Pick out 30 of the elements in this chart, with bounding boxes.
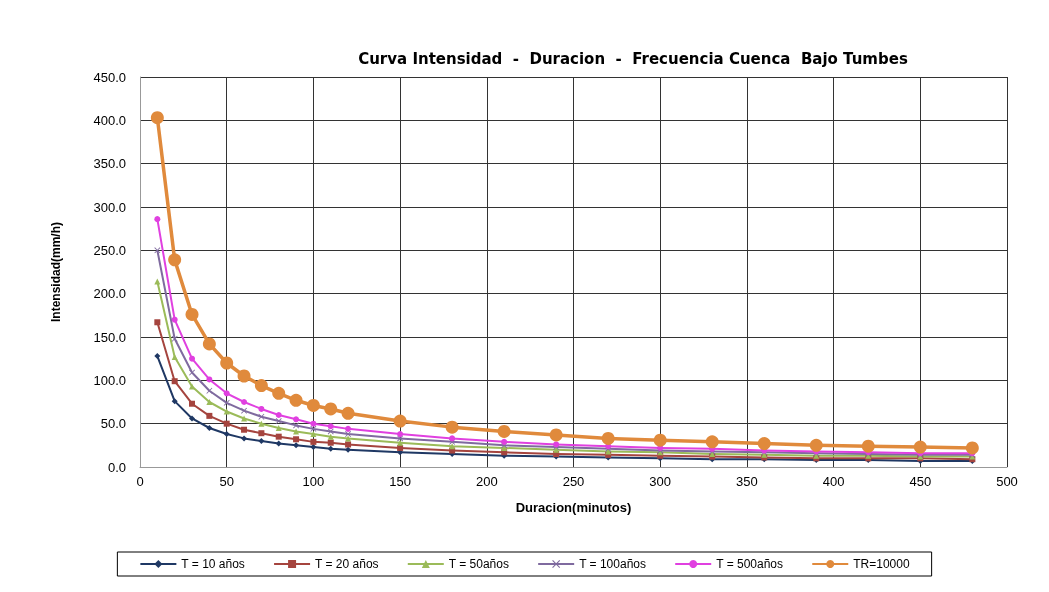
x-tick-label: 300: [649, 474, 672, 489]
x-tick-label: 150: [389, 474, 411, 489]
y-tick-label: 400.0: [93, 112, 126, 128]
x-tick-label: 200: [475, 474, 498, 489]
x-tick-label: 100: [302, 474, 325, 489]
legend-label: T = 500años: [716, 557, 784, 571]
legend-label: TR=10000: [853, 557, 910, 571]
x-tick-label: 400: [822, 474, 845, 489]
x-tick-label: 500: [996, 474, 1018, 489]
y-axis-title: Intensidad(mm/h): [49, 221, 63, 323]
y-tick-label: 200.0: [93, 286, 126, 302]
x-tick-label: 350: [736, 474, 758, 489]
x-tick-label: 0: [136, 474, 144, 489]
y-tick-label: 50.0: [100, 416, 126, 432]
legend-label: T = 50años: [448, 557, 509, 571]
legend-label: T = 100años: [579, 557, 646, 571]
x-axis-title: Duracion(minutos): [515, 500, 632, 515]
y-tick-label: 300.0: [93, 199, 126, 215]
x-tick-label: 250: [562, 474, 585, 489]
legend-label: T = 10 años: [181, 557, 245, 571]
y-tick-label: 150.0: [93, 329, 126, 345]
x-tick-label: 450: [909, 474, 932, 489]
x-tick-label: 50: [219, 474, 234, 489]
y-tick-label: 350.0: [93, 156, 126, 172]
y-tick-label: 0.0: [107, 459, 126, 475]
y-tick-label: 100.0: [93, 372, 126, 388]
y-tick-label: 450.0: [93, 69, 126, 85]
chart-title: Curva Intensidad - Duracion - Frecuencia Cuenca Bajo Tumbes: [358, 49, 908, 68]
legend-label: T = 20 años: [315, 557, 379, 571]
y-tick-label: 250.0: [93, 242, 126, 258]
